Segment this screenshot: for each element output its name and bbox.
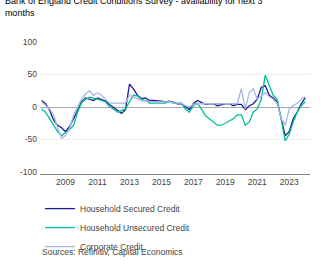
svg-text:Household Secured Credit: Household Secured Credit — [80, 204, 180, 214]
svg-text:0: 0 — [32, 102, 37, 112]
svg-text:Bank of England Credit Conditi: Bank of England Credit Conditions Survey… — [5, 0, 263, 18]
svg-text:2019: 2019 — [216, 177, 235, 187]
svg-text:-100: -100 — [20, 167, 37, 177]
svg-text:2011: 2011 — [88, 177, 107, 187]
svg-text:-50: -50 — [25, 134, 38, 144]
svg-text:100: 100 — [23, 37, 37, 47]
svg-text:2021: 2021 — [248, 177, 267, 187]
svg-text:2009: 2009 — [56, 177, 75, 187]
svg-text:Corporate Credit: Corporate Credit — [80, 242, 143, 252]
svg-text:2015: 2015 — [152, 177, 171, 187]
svg-text:2017: 2017 — [184, 177, 203, 187]
svg-text:2013: 2013 — [120, 177, 139, 187]
svg-text:Household Unsecured Credit: Household Unsecured Credit — [80, 223, 190, 233]
svg-text:Sources: Refinitiv, Capital Ec: Sources: Refinitiv, Capital Economics — [42, 247, 183, 257]
svg-text:50: 50 — [28, 69, 38, 79]
svg-text:2023: 2023 — [280, 177, 299, 187]
